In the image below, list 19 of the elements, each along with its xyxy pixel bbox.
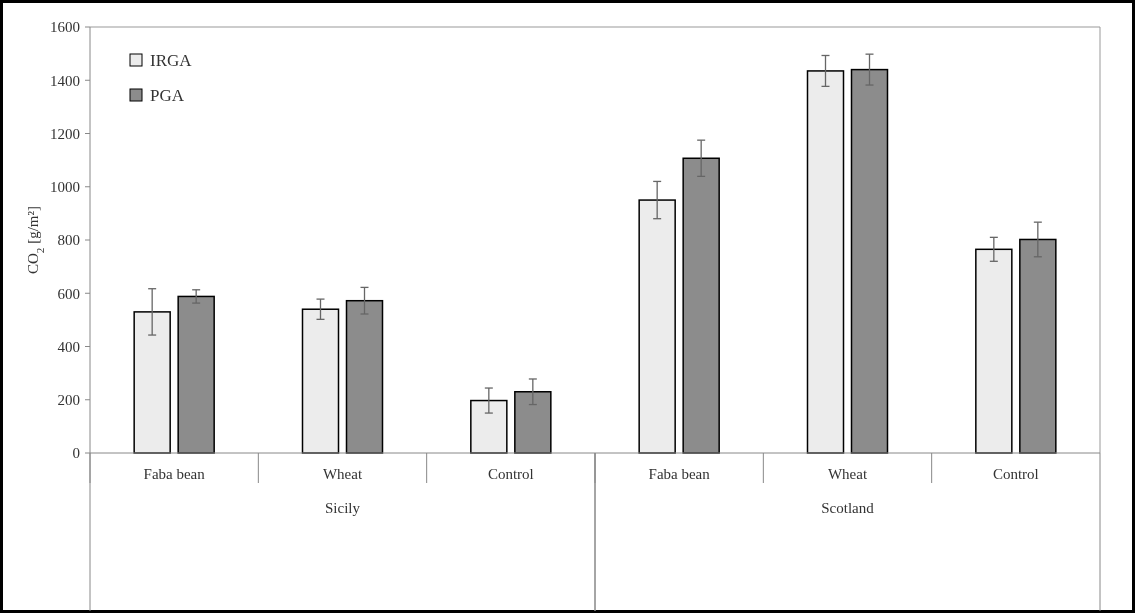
x-tick-label: Faba bean (648, 466, 711, 482)
y-tick-label: 1200 (50, 125, 80, 142)
legend-label: IRGA (150, 50, 193, 70)
y-tick-label: 400 (57, 338, 80, 355)
y-tick-label: 200 (57, 392, 80, 408)
y-tick-label: 800 (57, 232, 80, 249)
x-tick-label: Wheat (322, 466, 363, 482)
x-tick-label: Control (487, 466, 534, 482)
text: Sicily (324, 500, 361, 516)
y-tick-label: 1600 (50, 19, 80, 36)
x-tick-label: Control (992, 466, 1039, 482)
y-tick-label: 0 (72, 445, 80, 462)
y-tick-label: 600 (57, 285, 80, 302)
x-tick-label: Wheat (827, 466, 868, 482)
y-tick-label: 1000 (50, 179, 80, 195)
x-tick-label: Faba bean (143, 466, 206, 482)
legend-label: PGA (150, 85, 185, 105)
y-tick-label: 1400 (50, 72, 80, 89)
text: Scotland (821, 500, 875, 516)
